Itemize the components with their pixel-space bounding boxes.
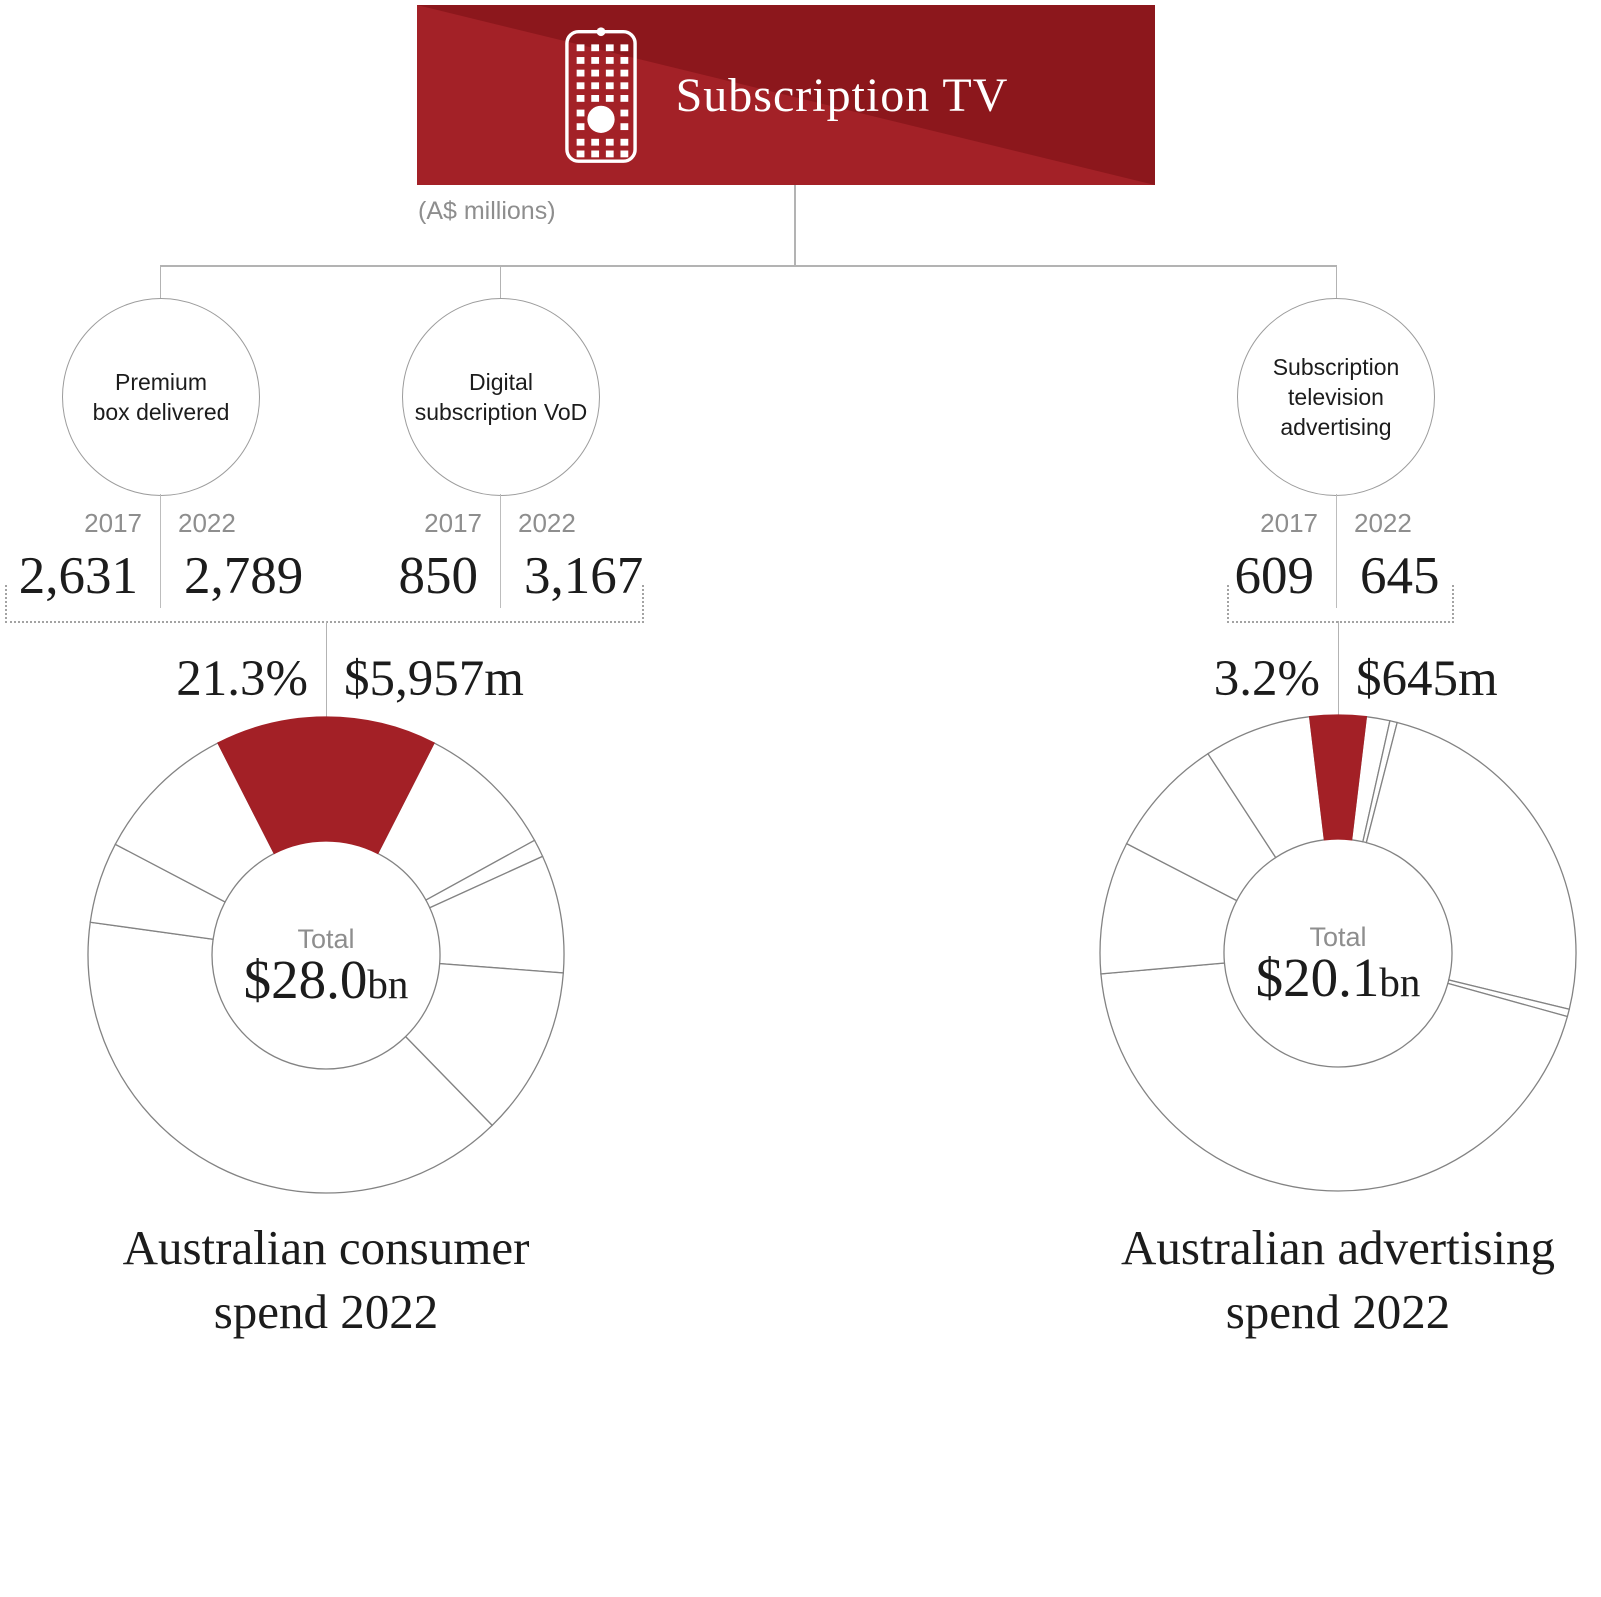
year-divider-line — [499, 494, 501, 608]
total-amount: $20.1 — [1255, 947, 1380, 1008]
group-bracket-consumer — [5, 585, 644, 623]
year-2022-label: 2022 — [178, 508, 236, 538]
value-2017: 850 — [398, 547, 479, 605]
connector-stub-svod — [499, 265, 501, 298]
node-digital-subscription-vod: Digital subscription VoD — [402, 298, 600, 496]
value-2017: 609 — [1234, 547, 1315, 605]
year-labels-advertising: 2017 2022 — [1006, 508, 1601, 539]
values-svod: 850 3,167 — [170, 546, 830, 606]
header-banner: Subscription TV — [417, 5, 1155, 185]
consumer-spend-donut-chart — [87, 716, 565, 1194]
bracket-drop-line-advertising — [1337, 621, 1339, 715]
bracket-drop-line-consumer — [325, 621, 327, 717]
highlight-percent-consumer: 21.3% — [176, 651, 308, 707]
donut-highlight-segment — [217, 716, 435, 855]
advertising-spend-donut-chart — [1099, 714, 1577, 1192]
year-divider-line — [1335, 494, 1337, 608]
group-bracket-advertising — [1227, 585, 1454, 623]
node-subscription-tv-advertising: Subscription television advertising — [1237, 298, 1435, 496]
highlight-percent-advertising: 3.2% — [1213, 651, 1320, 707]
total-value-advertising: $20.1bn — [1138, 946, 1538, 1009]
caption-advertising-spend: Australian advertising spend 2022 — [1120, 1220, 1556, 1339]
year-2022-label: 2022 — [518, 508, 576, 538]
total-unit: bn — [1379, 959, 1421, 1005]
year-labels-svod: 2017 2022 — [170, 508, 830, 539]
value-2022: 3,167 — [524, 547, 644, 605]
page-title: Subscription TV — [675, 68, 1009, 122]
remote-buttons — [576, 44, 628, 158]
year-divider-line — [159, 494, 161, 608]
values-advertising: 609 645 — [1006, 546, 1601, 606]
unit-note: (A$ millions) — [418, 197, 556, 225]
year-2022-label: 2022 — [1354, 508, 1412, 538]
total-label: Total — [297, 924, 355, 954]
highlight-value-consumer: $5,957m — [344, 651, 524, 707]
donut-segment — [87, 921, 494, 1194]
year-labels-premium: 2017 2022 — [0, 508, 490, 539]
value-2022: 2,789 — [184, 547, 304, 605]
connector-stub-advertising — [1335, 265, 1337, 298]
total-amount: $28.0 — [243, 949, 368, 1010]
value-2017: 2,631 — [18, 547, 138, 605]
total-unit: bn — [367, 961, 409, 1007]
donut-highlight-segment — [1308, 714, 1368, 841]
connector-horizontal — [160, 265, 1336, 267]
total-value-consumer: $28.0bn — [126, 948, 526, 1011]
connector-riser — [794, 185, 796, 266]
values-premium: 2,631 2,789 — [0, 546, 490, 606]
remote-control-icon — [564, 27, 637, 163]
year-2017-label: 2017 — [1260, 508, 1318, 538]
value-2022: 645 — [1360, 547, 1440, 605]
donut-segment — [1100, 962, 1569, 1192]
year-2017-label: 2017 — [84, 508, 142, 538]
caption-consumer-spend: Australian consumer spend 2022 — [122, 1220, 530, 1339]
year-2017-label: 2017 — [424, 508, 482, 538]
donut-segment — [1365, 721, 1577, 1011]
connector-stub-premium — [159, 265, 161, 298]
node-premium-box-delivered: Premium box delivered — [62, 298, 260, 496]
total-label: Total — [1309, 922, 1367, 952]
highlight-value-advertising: $645m — [1356, 651, 1498, 707]
